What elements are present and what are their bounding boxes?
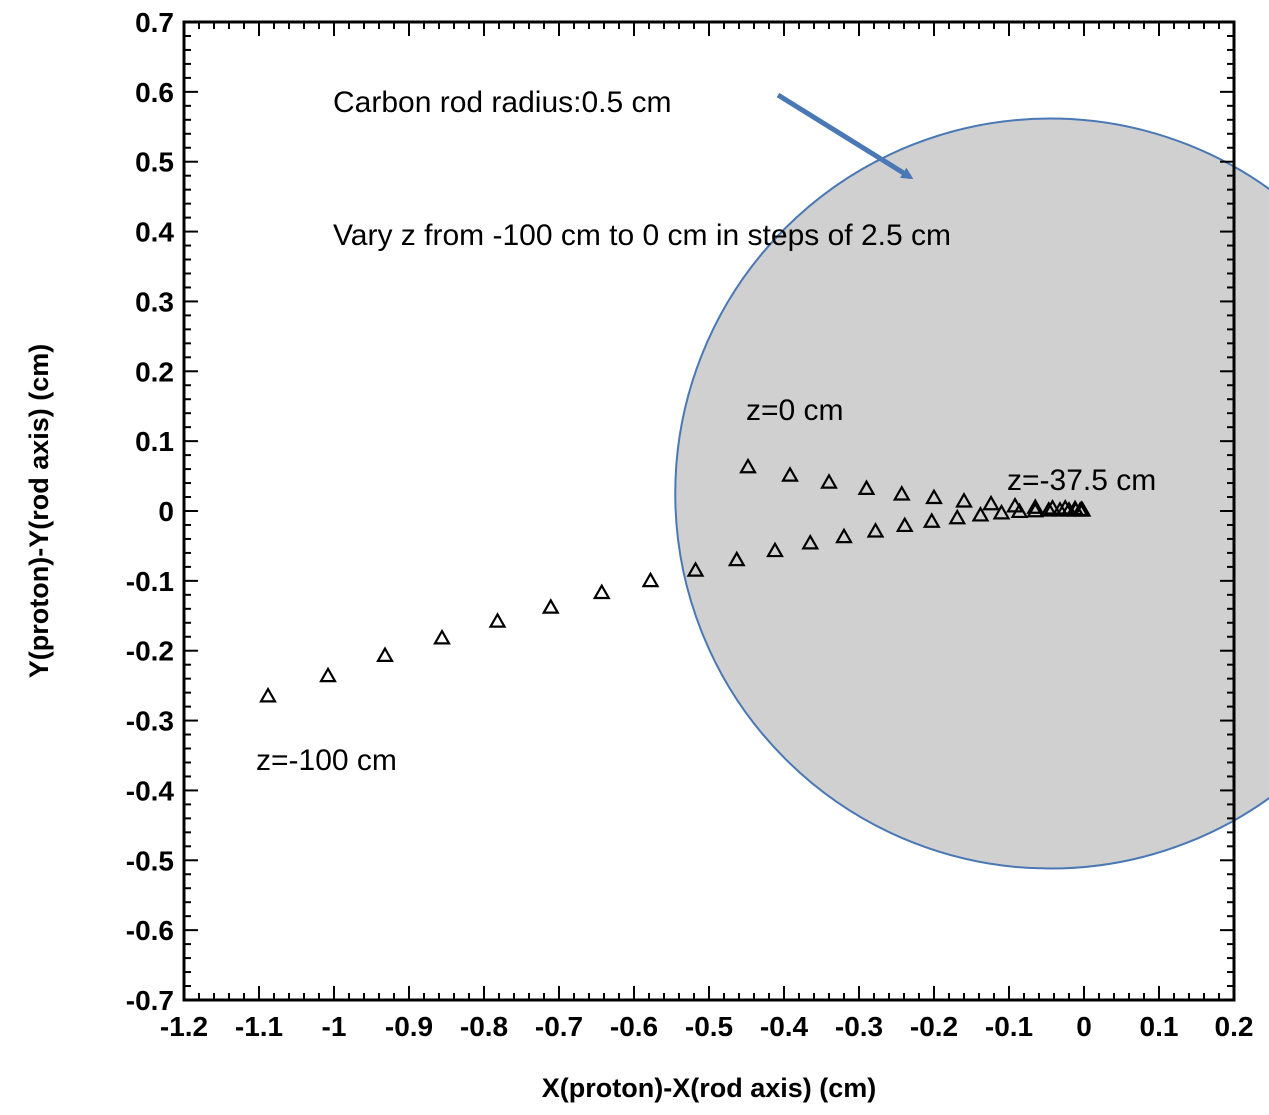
data-point: [433, 628, 451, 645]
data-point: [1006, 496, 1024, 513]
annotation-z0: z=0 cm: [746, 394, 844, 427]
annotation-arrow: [776, 92, 914, 180]
y-tick-label: 0: [158, 496, 174, 527]
y-tick-label: -0.2: [126, 636, 174, 667]
data-points: [259, 457, 1092, 703]
x-tick-label: -1.2: [160, 1011, 208, 1042]
x-tick-label: 0: [1076, 1011, 1092, 1042]
carbon-rod-circle: [674, 117, 1269, 870]
y-axis-label: Y(proton)-Y(rod axis) (cm): [24, 344, 54, 679]
annotation-z-100: z=-100 cm: [256, 744, 397, 777]
y-tick-labels: 0.7 0.6 0.5 0.4 0.3 0.2 0.1 0 -0.1 -0.2 -0.3 -0.4 -0…: [126, 7, 175, 1016]
x-tick-label: -0.1: [985, 1011, 1033, 1042]
data-point: [376, 646, 394, 662]
y-tick-label: 0.3: [135, 286, 174, 317]
y-tick-label: -0.5: [126, 845, 174, 876]
x-tick-label: -0.6: [610, 1011, 658, 1042]
y-tick-label: 0.1: [135, 426, 174, 457]
data-point: [541, 598, 560, 614]
y-tick-label: -0.1: [126, 566, 174, 597]
x-tick-label: 0.1: [1140, 1011, 1179, 1042]
data-point: [820, 473, 838, 489]
x-tick-label: -0.7: [535, 1011, 583, 1042]
data-point: [982, 494, 1000, 511]
y-tick-label: -0.3: [126, 706, 174, 737]
data-point: [686, 561, 705, 577]
data-point: [319, 666, 337, 683]
y-tick-label: 0.5: [135, 147, 174, 178]
data-point: [592, 583, 611, 600]
data-point: [727, 550, 746, 567]
x-tick-label: 0.2: [1215, 1011, 1254, 1042]
data-point: [925, 488, 943, 505]
data-point: [992, 503, 1011, 520]
y-tick-label: -0.7: [126, 985, 174, 1016]
data-point: [259, 686, 277, 703]
data-point: [1066, 499, 1084, 516]
data-point: [895, 516, 914, 533]
data-point: [766, 541, 784, 558]
x-tick-label: -0.9: [385, 1011, 433, 1042]
annotation-z-37-5: z=-37.5 cm: [1007, 464, 1156, 497]
y-tick-label: 0.4: [135, 217, 174, 248]
data-point: [892, 485, 911, 501]
x-tick-label: -0.4: [760, 1011, 809, 1042]
y-tick-label: -0.4: [126, 775, 175, 806]
data-point: [971, 505, 990, 522]
x-axis-label: X(proton)-X(rod axis) (cm): [542, 1073, 877, 1103]
data-point: [866, 522, 885, 538]
data-point: [641, 571, 660, 588]
data-point: [857, 479, 876, 495]
y-tick-label: 0.7: [135, 7, 174, 38]
data-point: [922, 512, 941, 528]
x-tick-label: -1.1: [235, 1011, 283, 1042]
data-point: [955, 492, 973, 508]
data-point: [1039, 501, 1058, 517]
x-tick-label: -0.2: [910, 1011, 958, 1042]
annotation-vary-z: Vary z from -100 cm to 0 cm in steps of …: [333, 219, 951, 252]
x-tick-label: -0.3: [835, 1011, 883, 1042]
y-tick-label: -0.6: [126, 915, 174, 946]
data-point: [948, 508, 967, 525]
x-tick-labels: -1.2 -1.1 -1 -0.9 -0.8 -0.7 -0.6 -0.5 -0.4 -0.3 -0…: [160, 1011, 1254, 1042]
data-point: [1056, 498, 1075, 515]
data-point: [739, 457, 757, 474]
x-tick-label: -0.5: [685, 1011, 733, 1042]
data-point: [488, 612, 507, 628]
x-tick-label: -0.8: [460, 1011, 508, 1042]
y-tick-label: 0.2: [135, 356, 174, 387]
x-tick-label: -1: [322, 1011, 347, 1042]
annotation-rod-radius: Carbon rod radius:0.5 cm: [333, 86, 672, 119]
data-point: [1043, 498, 1062, 515]
data-point: [801, 533, 820, 550]
data-point: [1026, 498, 1045, 514]
data-point: [1026, 501, 1045, 518]
data-point: [781, 466, 799, 482]
data-point: [835, 527, 853, 544]
y-tick-label: 0.6: [135, 77, 174, 108]
plot-frame: [182, 20, 1236, 1002]
